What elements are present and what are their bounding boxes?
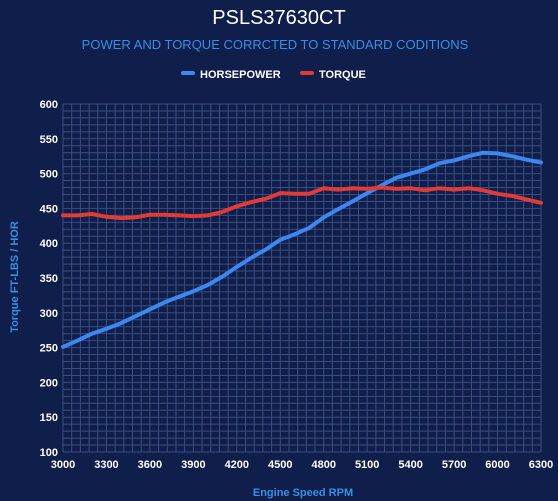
- y-tick-label: 200: [40, 377, 58, 389]
- series-lines: [61, 150, 543, 349]
- x-axis-label: Engine Speed RPM: [253, 487, 353, 499]
- tick-labels: 3000 3300 3600 3900 4200 4500 4800 5100 5400 5700…: [40, 99, 554, 471]
- x-tick-label: 6300: [529, 459, 553, 471]
- x-tick-label: 3600: [138, 459, 162, 471]
- x-tick-label: 5100: [355, 459, 379, 471]
- legend-swatch-horsepower: [181, 71, 195, 75]
- x-tick-label: 3000: [51, 459, 75, 471]
- chart-subtitle: POWER AND TORQUE CORRCTED TO STANDARD CO…: [82, 37, 469, 52]
- legend-label-horsepower: HORSEPOWER: [200, 69, 281, 81]
- y-tick-label: 600: [40, 99, 58, 111]
- x-tick-label: 5700: [442, 459, 466, 471]
- legend-swatch-torque: [300, 71, 314, 75]
- legend: HORSEPOWER TORQUE: [181, 69, 366, 81]
- y-tick-label: 500: [40, 169, 58, 181]
- x-tick-label: 4800: [311, 459, 335, 471]
- y-tick-label: 450: [40, 203, 58, 215]
- chart-title: PSLS37630CT: [212, 7, 345, 29]
- x-tick-label: 4200: [225, 459, 249, 471]
- series-line-horsepower: [61, 150, 543, 349]
- y-tick-label: 350: [40, 273, 58, 285]
- legend-label-torque: TORQUE: [319, 69, 366, 81]
- y-tick-label: 150: [40, 412, 58, 424]
- series-line-torque: [61, 185, 543, 221]
- y-tick-label: 400: [40, 238, 58, 250]
- y-tick-label: 550: [40, 134, 58, 146]
- y-axis-label: Torque FT-LBS / HOR: [9, 221, 21, 333]
- x-tick-label: 3300: [94, 459, 118, 471]
- y-tick-label: 300: [40, 308, 58, 320]
- x-tick-label: 5400: [398, 459, 422, 471]
- y-tick-label: 100: [40, 447, 58, 459]
- x-tick-label: 4500: [268, 459, 292, 471]
- x-tick-label: 3900: [181, 459, 205, 471]
- y-tick-label: 250: [40, 343, 58, 355]
- x-tick-label: 6000: [485, 459, 509, 471]
